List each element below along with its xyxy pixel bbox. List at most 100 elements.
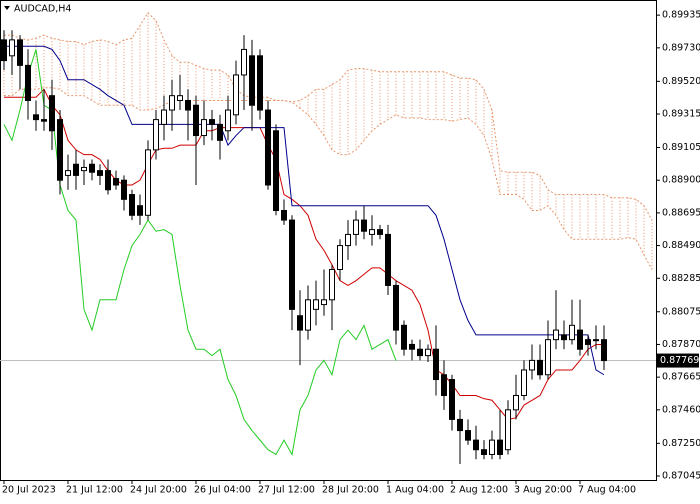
candle-body	[209, 119, 215, 125]
candle-body	[441, 374, 447, 396]
candle-body	[385, 233, 391, 286]
candle-body	[201, 119, 207, 137]
candle-body	[433, 348, 439, 381]
candle-body	[289, 219, 295, 310]
candle-body	[25, 64, 31, 101]
candle-body	[513, 394, 519, 411]
candle-body	[329, 269, 335, 301]
candle-body	[265, 109, 271, 186]
candle-body	[465, 430, 471, 441]
candle-body	[497, 439, 503, 455]
candle-body	[57, 119, 63, 181]
candle-body	[449, 379, 455, 420]
candle-body	[185, 99, 191, 111]
candle-body	[193, 104, 199, 137]
candle-body	[1, 39, 7, 62]
candle-body	[217, 123, 223, 141]
x-tick-label: 1 Aug 04:00	[386, 485, 444, 496]
y-tick-label: 0.87870	[662, 339, 700, 350]
candle-body	[505, 409, 511, 451]
x-tick-label: 26 Jul 04:00	[194, 485, 251, 496]
y-tick-label: 0.89935	[662, 10, 700, 21]
candle-body	[273, 130, 279, 211]
candle-body	[521, 369, 527, 396]
candle-body	[81, 166, 87, 172]
menu-arrow	[4, 6, 10, 10]
candle-body	[73, 163, 79, 176]
candle-body	[153, 119, 159, 151]
candle-body	[545, 339, 551, 376]
candle-body	[177, 95, 183, 101]
x-tick-label: 20 Jul 2023	[2, 485, 56, 496]
y-tick-label: 0.87250	[662, 438, 700, 449]
y-tick-label: 0.87045	[662, 471, 700, 482]
candle-body	[121, 179, 127, 200]
candle-body	[361, 219, 367, 232]
candle-body	[145, 149, 151, 216]
indicator-line	[4, 88, 604, 420]
candle-body	[297, 315, 303, 331]
candle-body	[49, 95, 55, 132]
x-tick-label: 7 Aug 04:00	[578, 485, 636, 496]
x-tick-label: 21 Jul 12:00	[66, 485, 123, 496]
candle-body	[257, 55, 263, 111]
candle-body	[425, 348, 431, 357]
candle-body	[233, 74, 239, 116]
chart-title: AUDCAD,H4	[14, 4, 71, 15]
candle-body	[241, 48, 247, 76]
y-tick-label: 0.87460	[662, 404, 700, 415]
candle-body	[305, 299, 311, 331]
candle-body	[585, 339, 591, 345]
candle-body	[561, 334, 567, 341]
candle-body	[17, 39, 23, 66]
candle-body	[345, 233, 351, 247]
candle-body	[409, 343, 415, 350]
candle-body	[553, 329, 559, 341]
y-tick-label: 0.89520	[662, 76, 700, 87]
candle-body	[313, 299, 319, 310]
candle-body	[393, 284, 399, 331]
candle-body	[89, 163, 95, 173]
indicator-line	[3, 49, 397, 456]
candle-body	[281, 209, 287, 221]
candle-body	[169, 95, 175, 111]
candle-body	[489, 439, 495, 455]
cloud-edge	[4, 11, 653, 221]
candle-body	[417, 348, 423, 357]
candle-body	[577, 329, 583, 350]
y-tick-label: 0.88900	[662, 175, 700, 186]
plot-frame	[0, 0, 657, 481]
candle-body	[41, 119, 47, 122]
y-tick-label: 0.88490	[662, 240, 700, 251]
candle-body	[321, 299, 327, 306]
candle-body	[113, 178, 119, 186]
x-tick-label: 2 Aug 12:00	[450, 485, 508, 496]
candle-body	[161, 109, 167, 125]
candle-body	[225, 109, 231, 132]
candle-body	[401, 324, 407, 350]
candle-body	[369, 229, 375, 235]
y-tick-label: 0.89105	[662, 142, 700, 153]
y-tick-label: 0.89315	[662, 109, 700, 120]
candle-body	[569, 324, 575, 341]
candle-body	[129, 194, 135, 216]
y-tick-label: 0.89730	[662, 42, 700, 53]
last-price-label: 0.87769	[660, 355, 699, 366]
candle-body	[337, 245, 343, 271]
candle-body	[65, 170, 71, 176]
y-tick-label: 0.87665	[662, 372, 700, 383]
candle-body	[601, 339, 607, 362]
x-tick-label: 24 Jul 20:00	[130, 485, 187, 496]
x-tick-label: 28 Jul 20:00	[322, 485, 379, 496]
candle-body	[97, 170, 103, 176]
candle-body	[377, 229, 383, 235]
candle-body	[481, 449, 487, 455]
candle-body	[33, 114, 39, 121]
x-tick-label: 3 Aug 20:00	[514, 485, 572, 496]
y-tick-label: 0.88285	[662, 273, 700, 284]
candle-body	[473, 439, 479, 451]
candle-body	[137, 205, 143, 216]
candle-body	[353, 219, 359, 235]
